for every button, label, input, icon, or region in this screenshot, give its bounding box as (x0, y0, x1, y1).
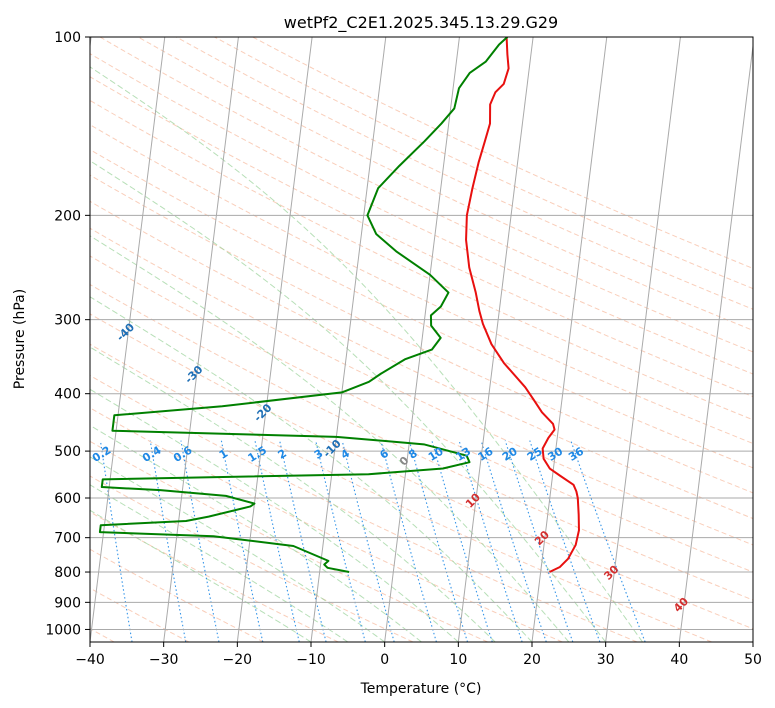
y-tick-label: 300 (54, 313, 81, 329)
isotherm (678, 41, 753, 642)
mixing-ratio-line (315, 440, 366, 642)
moist-adiabat (90, 388, 459, 642)
y-axis-title: Pressure (hPa) (12, 289, 28, 389)
x-tick-label: 50 (744, 652, 762, 668)
mixing-ratio-line (220, 440, 264, 642)
moist-adiabat (90, 235, 570, 642)
mixing-ratio-line (279, 440, 327, 642)
mixing-ratio-line (408, 440, 469, 642)
dry-adiabat (99, 37, 753, 353)
mixing-ratio-line (380, 440, 437, 642)
moist-adiabat (90, 66, 643, 642)
temperature-line (465, 37, 580, 573)
mixing-ratio-line (529, 440, 601, 642)
x-tick-label: −10 (296, 652, 326, 668)
isotherm (310, 37, 387, 642)
x-tick-label: −20 (223, 652, 253, 668)
isotherm (384, 37, 460, 642)
dry-adiabat (90, 99, 753, 421)
dry-adiabat (90, 475, 414, 642)
dry-adiabat (90, 149, 753, 469)
dewpoint-line (98, 37, 509, 574)
y-axis-ticks: 100 200 300 400 500 600 700 800 900 1000 (45, 30, 90, 638)
plot-background (90, 37, 753, 642)
dry-adiabat (90, 124, 753, 445)
chart-title: wetPf2_C2E1.2025.345.13.29.G29 (284, 13, 558, 33)
mixing-ratio-line (254, 440, 300, 642)
mixing-ratio-line (180, 440, 220, 642)
dry-adiabat (252, 37, 753, 269)
y-tick-label: 600 (54, 491, 81, 507)
x-axis-title: Temperature (°C) (360, 681, 482, 697)
dry-adiabat (137, 37, 753, 331)
y-tick-label: 400 (54, 387, 81, 403)
dry-adiabat (90, 283, 753, 601)
moist-adiabat (90, 456, 385, 642)
y-tick-label: 1000 (45, 622, 81, 638)
dry-adiabat (90, 227, 753, 546)
dry-adiabat (90, 407, 563, 642)
isotherm (531, 37, 608, 642)
mixing-ratio-line (431, 440, 493, 642)
isotherm (457, 37, 534, 642)
y-tick-label: 500 (54, 444, 81, 460)
y-tick-label: 800 (54, 565, 81, 581)
moist-adiabat (90, 160, 607, 642)
x-tick-label: −30 (149, 652, 179, 668)
y-tick-label: 100 (54, 30, 81, 46)
moist-adiabat (90, 296, 533, 642)
isotherm (163, 37, 239, 642)
moist-adiabat (90, 484, 349, 642)
x-tick-label: −40 (75, 652, 105, 668)
mixing-ratio-line (570, 440, 646, 642)
x-tick-label: 0 (380, 652, 389, 668)
x-tick-label: 20 (523, 652, 541, 668)
x-axis-ticks: −40 −30 −20 −10 0 10 20 30 40 50 (75, 642, 762, 668)
plot-frame (89, 36, 754, 643)
x-tick-label: 10 (449, 652, 467, 668)
x-tick-label: 40 (670, 652, 688, 668)
dry-adiabat (90, 53, 753, 375)
y-tick-label: 700 (54, 531, 81, 547)
isotherm (90, 37, 166, 642)
x-tick-label: 30 (597, 652, 615, 668)
dry-adiabat (90, 343, 712, 642)
dry-adiabat (90, 374, 638, 642)
y-tick-label: 900 (54, 595, 81, 611)
isotherm (605, 37, 681, 642)
dry-adiabat (90, 174, 753, 494)
dry-adiabat (90, 511, 339, 642)
mixing-ratio-line (149, 440, 187, 642)
dry-adiabat (90, 76, 753, 398)
background-lines (90, 37, 753, 642)
profile-series (98, 37, 580, 574)
y-tick-label: 200 (54, 208, 81, 224)
dry-adiabat (90, 440, 488, 642)
